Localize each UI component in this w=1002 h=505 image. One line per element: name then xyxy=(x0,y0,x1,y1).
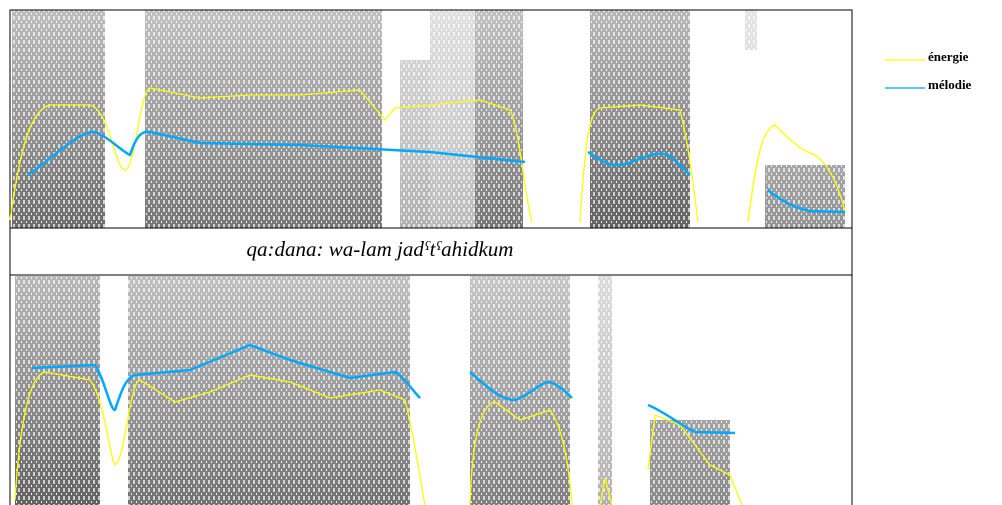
page: qa:dana: wa-lam jadˤtˤahidkum énergie mé… xyxy=(0,0,1002,505)
transcription: qa:dana: wa-lam jadˤtˤahidkum xyxy=(247,237,514,261)
legend-label: mélodie xyxy=(928,77,972,92)
spectrogram-bottom xyxy=(10,276,852,505)
figure: qa:dana: wa-lam jadˤtˤahidkum énergie mé… xyxy=(0,0,1002,505)
spectrogram-top xyxy=(10,10,852,228)
legend: énergie mélodie xyxy=(885,49,972,92)
legend-label: énergie xyxy=(928,49,969,64)
